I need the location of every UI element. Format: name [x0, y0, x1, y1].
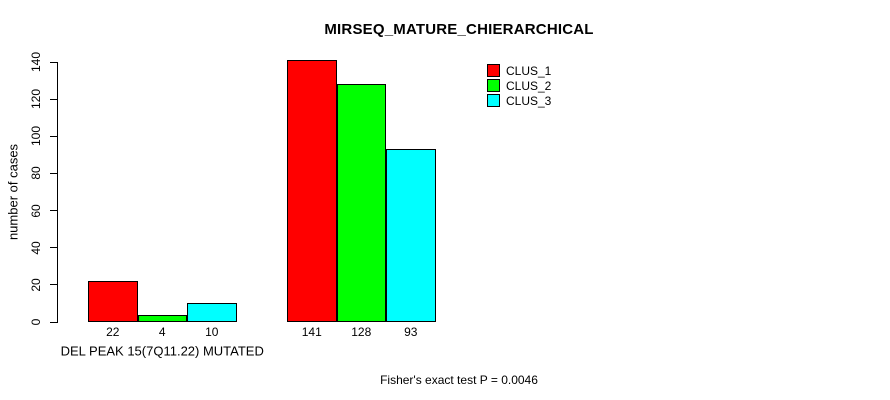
- legend-item-clus_1: CLUS_1: [487, 63, 551, 78]
- bar-value-label: 93: [404, 325, 418, 339]
- bar-clus_1-group1: [88, 281, 138, 322]
- y-axis-tick: [50, 135, 57, 137]
- y-axis-tick: [50, 61, 57, 63]
- y-tick-label: 40: [29, 241, 43, 255]
- y-axis-tick: [50, 321, 57, 323]
- y-axis-label: number of cases: [5, 143, 21, 241]
- legend-label: CLUS_2: [506, 78, 552, 93]
- bar-clus_3-group1: [187, 303, 237, 322]
- legend-item-clus_2: CLUS_2: [487, 78, 551, 93]
- bar-value-label: 141: [301, 325, 322, 339]
- y-axis-tick: [50, 98, 57, 100]
- bar-value-label: 10: [205, 325, 219, 339]
- bar-value-label: 22: [106, 325, 120, 339]
- bar-value-label: 4: [158, 325, 166, 339]
- bar-clus_2-group1: [137, 314, 187, 322]
- bar-clus_3-group2: [386, 149, 436, 322]
- y-tick-label: 0: [29, 318, 43, 326]
- y-tick-label: 100: [29, 126, 43, 147]
- legend-swatch-icon: [487, 79, 500, 92]
- y-tick-label: 140: [29, 51, 43, 73]
- y-tick-label: 60: [29, 203, 43, 218]
- annotation-text: Fisher's exact test P = 0.0046: [380, 373, 538, 387]
- legend: CLUS_1 CLUS_2 CLUS_3: [487, 63, 551, 108]
- legend-swatch-icon: [487, 94, 500, 107]
- bar-clus_2-group2: [336, 84, 386, 322]
- legend-label: CLUS_1: [506, 63, 552, 78]
- y-axis-tick: [50, 284, 57, 286]
- bar-clus_1-group2: [287, 60, 337, 322]
- legend-item-clus_3: CLUS_3: [487, 93, 551, 108]
- y-tick-label: 80: [29, 166, 43, 181]
- chart-title: MIRSEQ_MATURE_CHIERARCHICAL: [324, 21, 594, 38]
- bar-value-label: 128: [351, 325, 372, 339]
- y-axis-tick: [50, 172, 57, 174]
- legend-label: CLUS_3: [506, 93, 552, 108]
- y-tick-label: 20: [29, 278, 43, 292]
- y-axis-line: [57, 62, 58, 323]
- y-tick-label: 120: [29, 89, 43, 110]
- legend-swatch-icon: [487, 64, 500, 77]
- y-axis-tick: [50, 247, 57, 249]
- x-category-label: DEL PEAK 15(7Q11.22) MUTATED: [60, 343, 264, 359]
- y-axis-tick: [50, 210, 57, 212]
